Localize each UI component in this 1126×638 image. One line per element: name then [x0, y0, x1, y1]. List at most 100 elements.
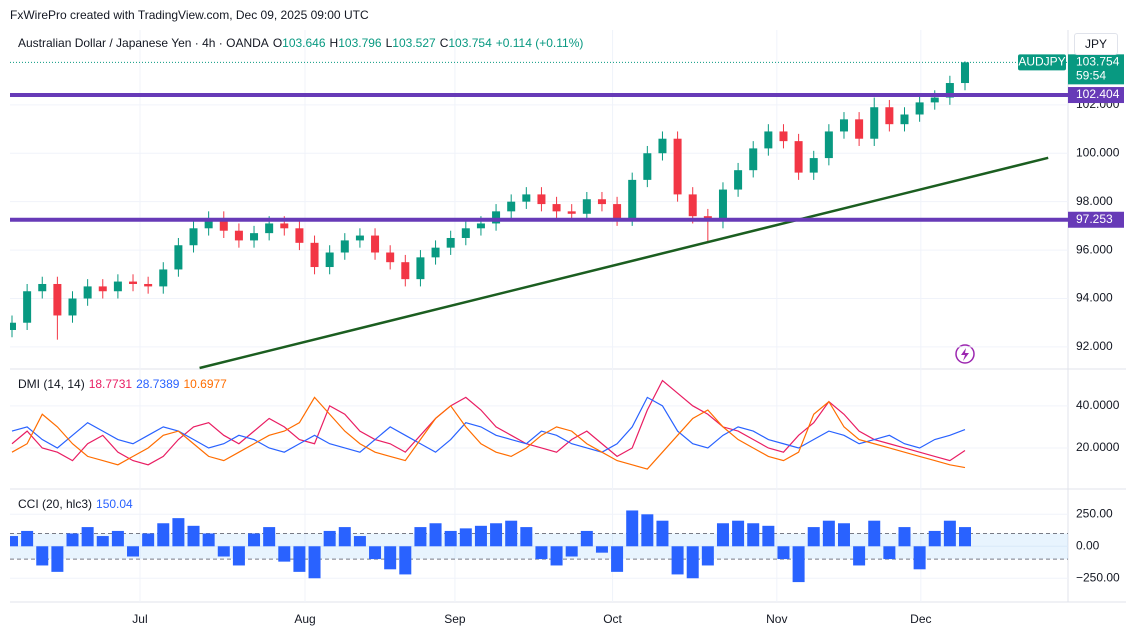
- cci-bar: [565, 546, 578, 557]
- cci-bar: [399, 546, 412, 575]
- candle-body: [174, 245, 183, 270]
- candle-body: [809, 158, 818, 173]
- y-tick-label: 0.00: [1076, 538, 1100, 552]
- cci-bar: [913, 546, 926, 570]
- ohlc-item: O103.646: [273, 36, 326, 50]
- x-tick-label: Sep: [444, 612, 466, 626]
- level-tag: [1068, 87, 1124, 104]
- candle-body: [189, 228, 198, 246]
- candle-body: [492, 211, 501, 224]
- ohlc-value: 103.527: [392, 36, 436, 50]
- candle-body: [945, 83, 954, 98]
- plot-area: [10, 61, 1068, 583]
- ohlc-value: 103.646: [282, 36, 326, 50]
- last-price-label: 103.754: [1076, 55, 1120, 69]
- candle-body: [10, 322, 16, 330]
- cci-bar: [505, 520, 518, 547]
- candle-body: [83, 286, 92, 299]
- candle-body: [476, 223, 485, 229]
- cci-bar: [747, 523, 760, 547]
- cci-title: CCI (20, hlc3): [18, 497, 93, 511]
- ohlc-label: O: [272, 36, 283, 50]
- cci-bar: [278, 546, 291, 562]
- candle-body: [537, 194, 546, 205]
- cci-bar: [127, 546, 140, 557]
- trend-line: [199, 156, 1049, 370]
- candle-body: [250, 233, 259, 241]
- y-tick-label: 250.00: [1076, 506, 1113, 520]
- candle-body: [325, 252, 334, 268]
- cci-bar: [959, 527, 971, 547]
- price-legend: Australian Dollar / Japanese Yen · 4h · …: [18, 36, 583, 50]
- candle-body: [688, 194, 697, 217]
- ohlc-item: L103.527: [386, 36, 436, 50]
- candle-body: [582, 199, 591, 214]
- cci-bar: [66, 533, 79, 547]
- candle-body: [98, 286, 107, 292]
- x-tick-label: Nov: [766, 612, 787, 626]
- candle-body: [961, 62, 969, 84]
- candle-body: [129, 281, 138, 284]
- cci-bar: [96, 536, 109, 547]
- cci-bar: [21, 530, 34, 547]
- x-tick-label: Aug: [294, 612, 315, 626]
- cci-bar: [671, 546, 684, 575]
- candle-body: [915, 102, 924, 115]
- cci-bar: [353, 536, 366, 547]
- cci-bar: [187, 525, 200, 547]
- cci-bar: [611, 546, 624, 572]
- candle-body: [673, 138, 682, 195]
- candle-body: [401, 262, 410, 280]
- candle-body: [295, 228, 304, 243]
- y-tick-label: 92.000: [1076, 339, 1113, 353]
- cci-bar: [81, 527, 94, 547]
- candle-body: [885, 107, 894, 125]
- candle-body: [597, 199, 606, 205]
- cci-bar: [172, 518, 185, 547]
- candle-body: [718, 189, 727, 222]
- candle-body: [552, 204, 561, 212]
- ohlc-label: H: [329, 36, 339, 50]
- cci-bar: [777, 546, 790, 560]
- dmi-title: DMI (14, 14): [18, 377, 85, 391]
- cci-bar: [414, 527, 427, 547]
- header-title: FxWirePro created with TradingView.com, …: [10, 8, 369, 22]
- candle-body: [779, 131, 788, 142]
- candle-body: [386, 252, 395, 263]
- ohlc-item: C103.754: [440, 36, 492, 50]
- x-tick-label: Oct: [603, 612, 622, 626]
- cci-bar: [474, 525, 487, 547]
- candle-body: [340, 240, 349, 253]
- candle-body: [900, 114, 909, 125]
- cci-bar: [837, 523, 850, 547]
- cci-bar: [641, 514, 654, 547]
- ohlc-label: C: [439, 36, 449, 50]
- dmi-legend: DMI (14, 14) 18.7731 28.7389 10.6977: [18, 377, 227, 391]
- alert-icon-bolt: [961, 348, 969, 361]
- cci-bar: [762, 525, 775, 547]
- candle-body: [144, 283, 153, 287]
- cci-bar: [928, 530, 941, 547]
- cci-bar: [580, 530, 593, 547]
- cci-bar: [626, 510, 639, 547]
- last-price-tag: [1068, 54, 1124, 85]
- cci-bar: [323, 530, 336, 547]
- cci-bar: [943, 520, 956, 547]
- cci-bar: [338, 527, 351, 547]
- change: +0.114 (+0.11%): [495, 36, 584, 50]
- candle-body: [265, 223, 274, 234]
- currency-button[interactable]: JPY: [1074, 33, 1118, 55]
- cci-bar: [142, 533, 155, 547]
- candle-body: [794, 141, 803, 173]
- cci-bar: [10, 536, 18, 547]
- cci-bar: [490, 523, 503, 547]
- cci-bar: [716, 523, 729, 547]
- symbol-title: Australian Dollar / Japanese Yen · 4h · …: [18, 36, 269, 50]
- cci-bar: [232, 546, 245, 566]
- candle-body: [234, 230, 243, 241]
- level-tag-label: 102.404: [1076, 87, 1120, 101]
- cci-bar: [369, 546, 382, 560]
- legend-value: 150.04: [96, 497, 133, 511]
- candle-body: [113, 281, 122, 292]
